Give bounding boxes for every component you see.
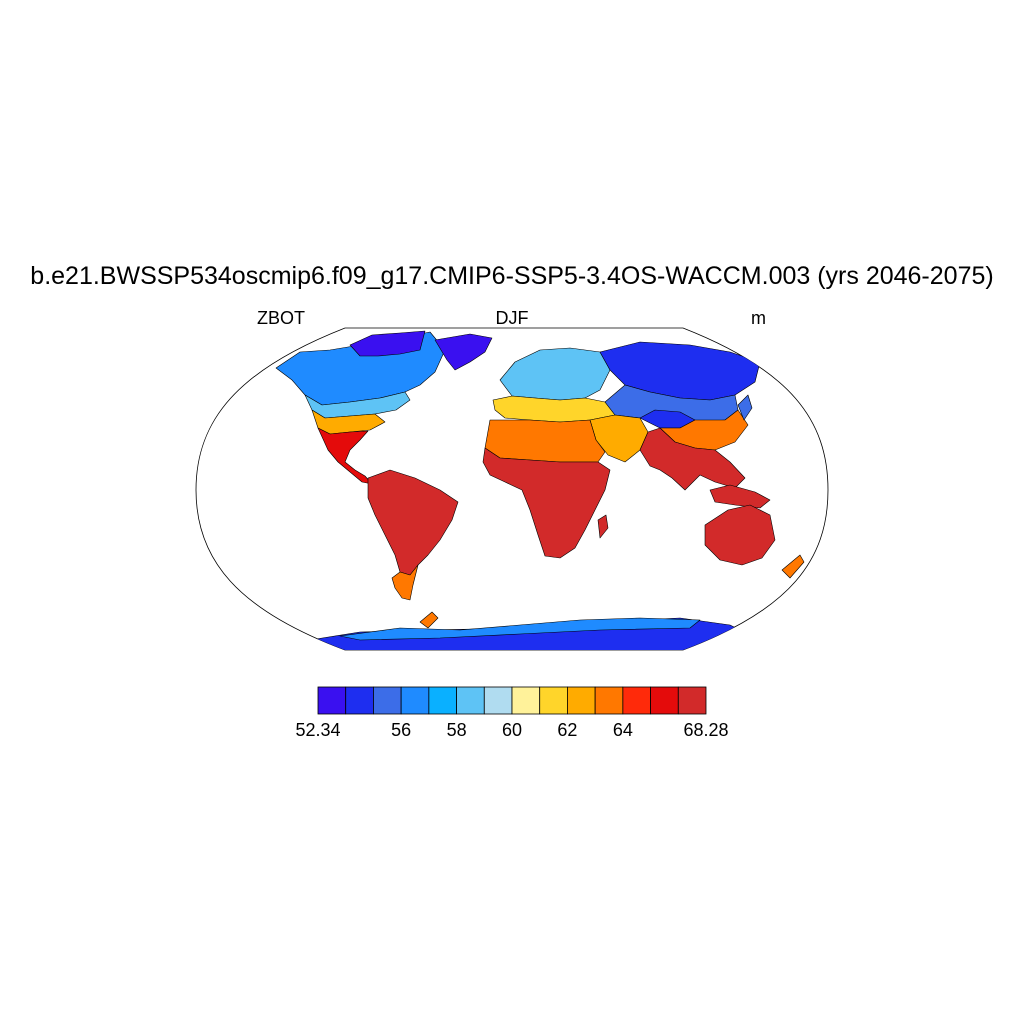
madagascar (597, 514, 609, 539)
patagonia (391, 564, 419, 601)
colorbar-tick-label: 56 (391, 720, 412, 740)
season-label: DJF (495, 308, 529, 328)
antarctica-coast (339, 617, 701, 641)
colorbar-box (567, 686, 596, 715)
africa (482, 447, 611, 559)
arctic-canada (349, 330, 426, 357)
antarctic-peninsula (419, 611, 439, 629)
maritime-southeast-asia (709, 484, 771, 509)
new-zealand (781, 554, 805, 579)
south-america (367, 469, 459, 576)
colorbar-tick-label: 68.28 (683, 720, 729, 740)
colorbar-tick-label: 52.34 (295, 720, 341, 740)
colorbar-box (373, 686, 402, 715)
colorbar-box (428, 686, 457, 715)
colorbar-box (400, 686, 430, 715)
colorbar-box (677, 686, 707, 715)
plot-title: b.e21.BWSSP534oscmip6.f09_g17.CMIP6-SSP5… (30, 262, 994, 290)
mexico-central-america (317, 427, 373, 485)
colorbar-box (483, 686, 513, 715)
colorbar-tick-label: 58 (446, 720, 467, 740)
colorbar-box (622, 686, 651, 715)
colorbar-tick-label: 60 (501, 720, 523, 740)
variable-label: ZBOT (257, 308, 305, 328)
india-southeast-asia (639, 427, 746, 491)
greenland (434, 333, 493, 371)
colorbar-box (456, 686, 485, 715)
colorbar-tick-label: 62 (557, 720, 578, 740)
colorbar-box (511, 686, 541, 715)
colorbar-box (345, 686, 374, 715)
australia (704, 504, 776, 566)
colorbar-box (539, 686, 568, 715)
japan (737, 394, 753, 421)
colorbar-box (594, 686, 624, 715)
colorbar-box (317, 686, 347, 715)
colorbar-tick-label: 64 (612, 720, 633, 740)
units-label: m (751, 308, 766, 328)
colorbar-box (650, 686, 679, 715)
